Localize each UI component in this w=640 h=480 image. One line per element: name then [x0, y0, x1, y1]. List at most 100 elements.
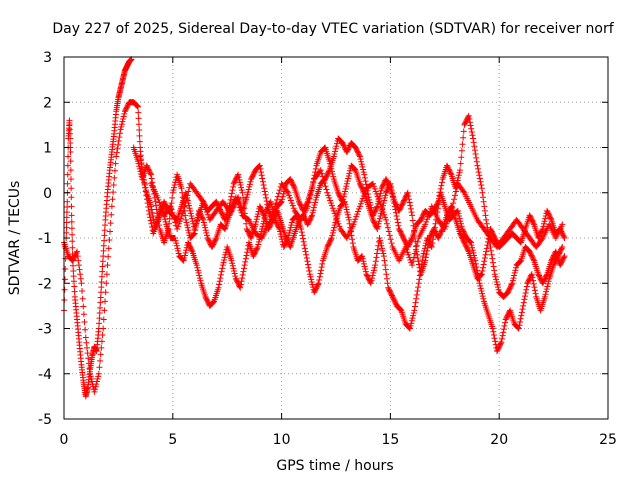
data-point-marker: [312, 286, 319, 293]
data-point-marker: [469, 244, 476, 251]
data-point-marker: [543, 286, 550, 293]
data-point-marker: [260, 218, 267, 225]
data-point-marker: [444, 163, 451, 170]
data-point-marker: [408, 317, 415, 324]
data-point-marker: [168, 206, 175, 213]
data-point-marker: [353, 213, 360, 220]
data-point-marker: [559, 256, 566, 263]
data-point-marker: [185, 188, 192, 195]
data-point-marker: [432, 220, 439, 227]
data-point-marker: [520, 299, 527, 306]
data-point-marker: [483, 216, 490, 223]
data-point-marker: [303, 251, 310, 258]
data-point-marker: [457, 218, 464, 225]
data-point-marker: [527, 213, 534, 220]
data-point-marker: [477, 285, 484, 292]
data-point-marker: [457, 167, 464, 174]
data-point-marker: [479, 290, 486, 297]
data-point-marker: [459, 141, 466, 148]
data-point-marker: [172, 237, 179, 244]
data-point-marker: [307, 273, 314, 280]
data-point-marker: [87, 373, 94, 380]
data-point-marker: [240, 194, 247, 201]
data-point-marker: [547, 215, 554, 222]
data-point-marker: [229, 260, 236, 267]
data-point-marker: [411, 254, 418, 261]
data-point-marker: [254, 213, 261, 220]
data-point-marker: [523, 283, 530, 290]
data-point-marker: [373, 254, 380, 261]
data-point-marker: [374, 250, 381, 257]
data-point-marker: [62, 266, 69, 273]
data-point-marker: [191, 230, 198, 237]
data-point-marker: [529, 255, 536, 262]
data-point-marker: [498, 335, 505, 342]
data-point-marker: [185, 239, 192, 246]
data-point-marker: [365, 191, 372, 198]
data-point-marker: [96, 315, 103, 322]
data-point-marker: [123, 104, 130, 111]
data-point-marker: [526, 248, 533, 255]
data-point-marker: [71, 253, 78, 260]
data-point-marker: [408, 236, 415, 243]
data-point-marker: [267, 200, 274, 207]
data-point-marker: [187, 207, 194, 214]
data-point-marker: [199, 214, 206, 221]
data-point-marker: [312, 196, 319, 203]
data-point-marker: [285, 189, 292, 196]
data-point-marker: [283, 236, 290, 243]
data-point-marker: [429, 240, 436, 247]
data-point-marker: [461, 231, 468, 238]
data-point-marker: [329, 232, 336, 239]
data-point-marker: [172, 219, 179, 226]
data-point-marker: [516, 322, 523, 329]
data-point-marker: [309, 212, 316, 219]
data-point-marker: [96, 364, 103, 371]
data-point-marker: [87, 370, 94, 377]
data-point-marker: [359, 253, 366, 260]
data-point-marker: [95, 373, 102, 380]
data-point-marker: [64, 203, 71, 210]
data-point-marker: [162, 218, 169, 225]
data-point-marker: [340, 141, 347, 148]
data-point-marker: [296, 198, 303, 205]
data-point-marker: [257, 204, 264, 211]
data-point-marker: [323, 186, 330, 193]
data-point-marker: [180, 207, 187, 214]
data-point-marker: [385, 228, 392, 235]
data-point-marker: [551, 260, 558, 267]
data-point-marker: [535, 271, 542, 278]
data-point-marker: [255, 241, 262, 248]
data-point-marker: [328, 202, 335, 209]
data-point-marker: [170, 187, 177, 194]
data-point-marker: [540, 278, 547, 285]
x-tick-label: 10: [273, 432, 291, 448]
data-point-marker: [462, 242, 469, 249]
data-point-marker: [203, 296, 210, 303]
data-point-marker: [497, 341, 504, 348]
data-point-marker: [199, 197, 206, 204]
data-point-marker: [523, 286, 530, 293]
data-point-marker: [169, 189, 176, 196]
data-point-marker: [407, 205, 414, 212]
y-tick-label: -3: [38, 322, 52, 338]
data-point-marker: [304, 258, 311, 265]
data-point-marker: [374, 246, 381, 253]
y-tick-label: -5: [38, 412, 52, 428]
data-point-marker: [371, 185, 378, 192]
data-point-marker: [102, 222, 109, 229]
data-point-marker: [362, 178, 369, 185]
data-point-marker: [495, 286, 502, 293]
data-point-marker: [228, 257, 235, 264]
data-point-marker: [396, 227, 403, 234]
data-point-marker: [374, 225, 381, 232]
data-point-marker: [387, 236, 394, 243]
data-point-marker: [511, 269, 518, 276]
data-point-marker: [251, 169, 258, 176]
data-point-marker: [410, 312, 417, 319]
data-point-marker: [435, 235, 442, 241]
data-point-marker: [414, 238, 421, 245]
data-point-marker: [178, 213, 185, 220]
data-point-marker: [63, 219, 70, 226]
data-point-marker: [98, 284, 105, 291]
